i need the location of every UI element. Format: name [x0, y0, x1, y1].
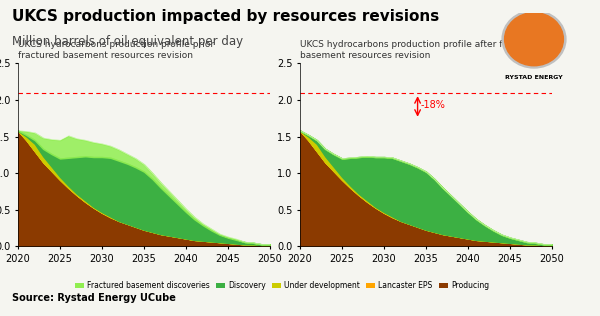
Legend: Fractured basement discoveries, Discovery, Under development, Lancaster EPS, Pro: Fractured basement discoveries, Discover…	[72, 278, 492, 293]
Text: UKCS production impacted by resources revisions: UKCS production impacted by resources re…	[12, 9, 439, 24]
Circle shape	[502, 10, 566, 68]
Text: -18%: -18%	[420, 100, 445, 110]
Text: Source: Rystad Energy UCube: Source: Rystad Energy UCube	[12, 293, 176, 303]
Text: Million barrels of oil equivalent per day: Million barrels of oil equivalent per da…	[12, 35, 243, 48]
Circle shape	[505, 13, 563, 66]
Text: UKCS hydrocarbons production profile prior
fractured basement resources revision: UKCS hydrocarbons production profile pri…	[18, 40, 214, 60]
Text: RYSTAD ENERGY: RYSTAD ENERGY	[505, 75, 563, 80]
Text: UKCS hydrocarbons production profile after fractured
basement resources revision: UKCS hydrocarbons production profile aft…	[300, 40, 541, 60]
